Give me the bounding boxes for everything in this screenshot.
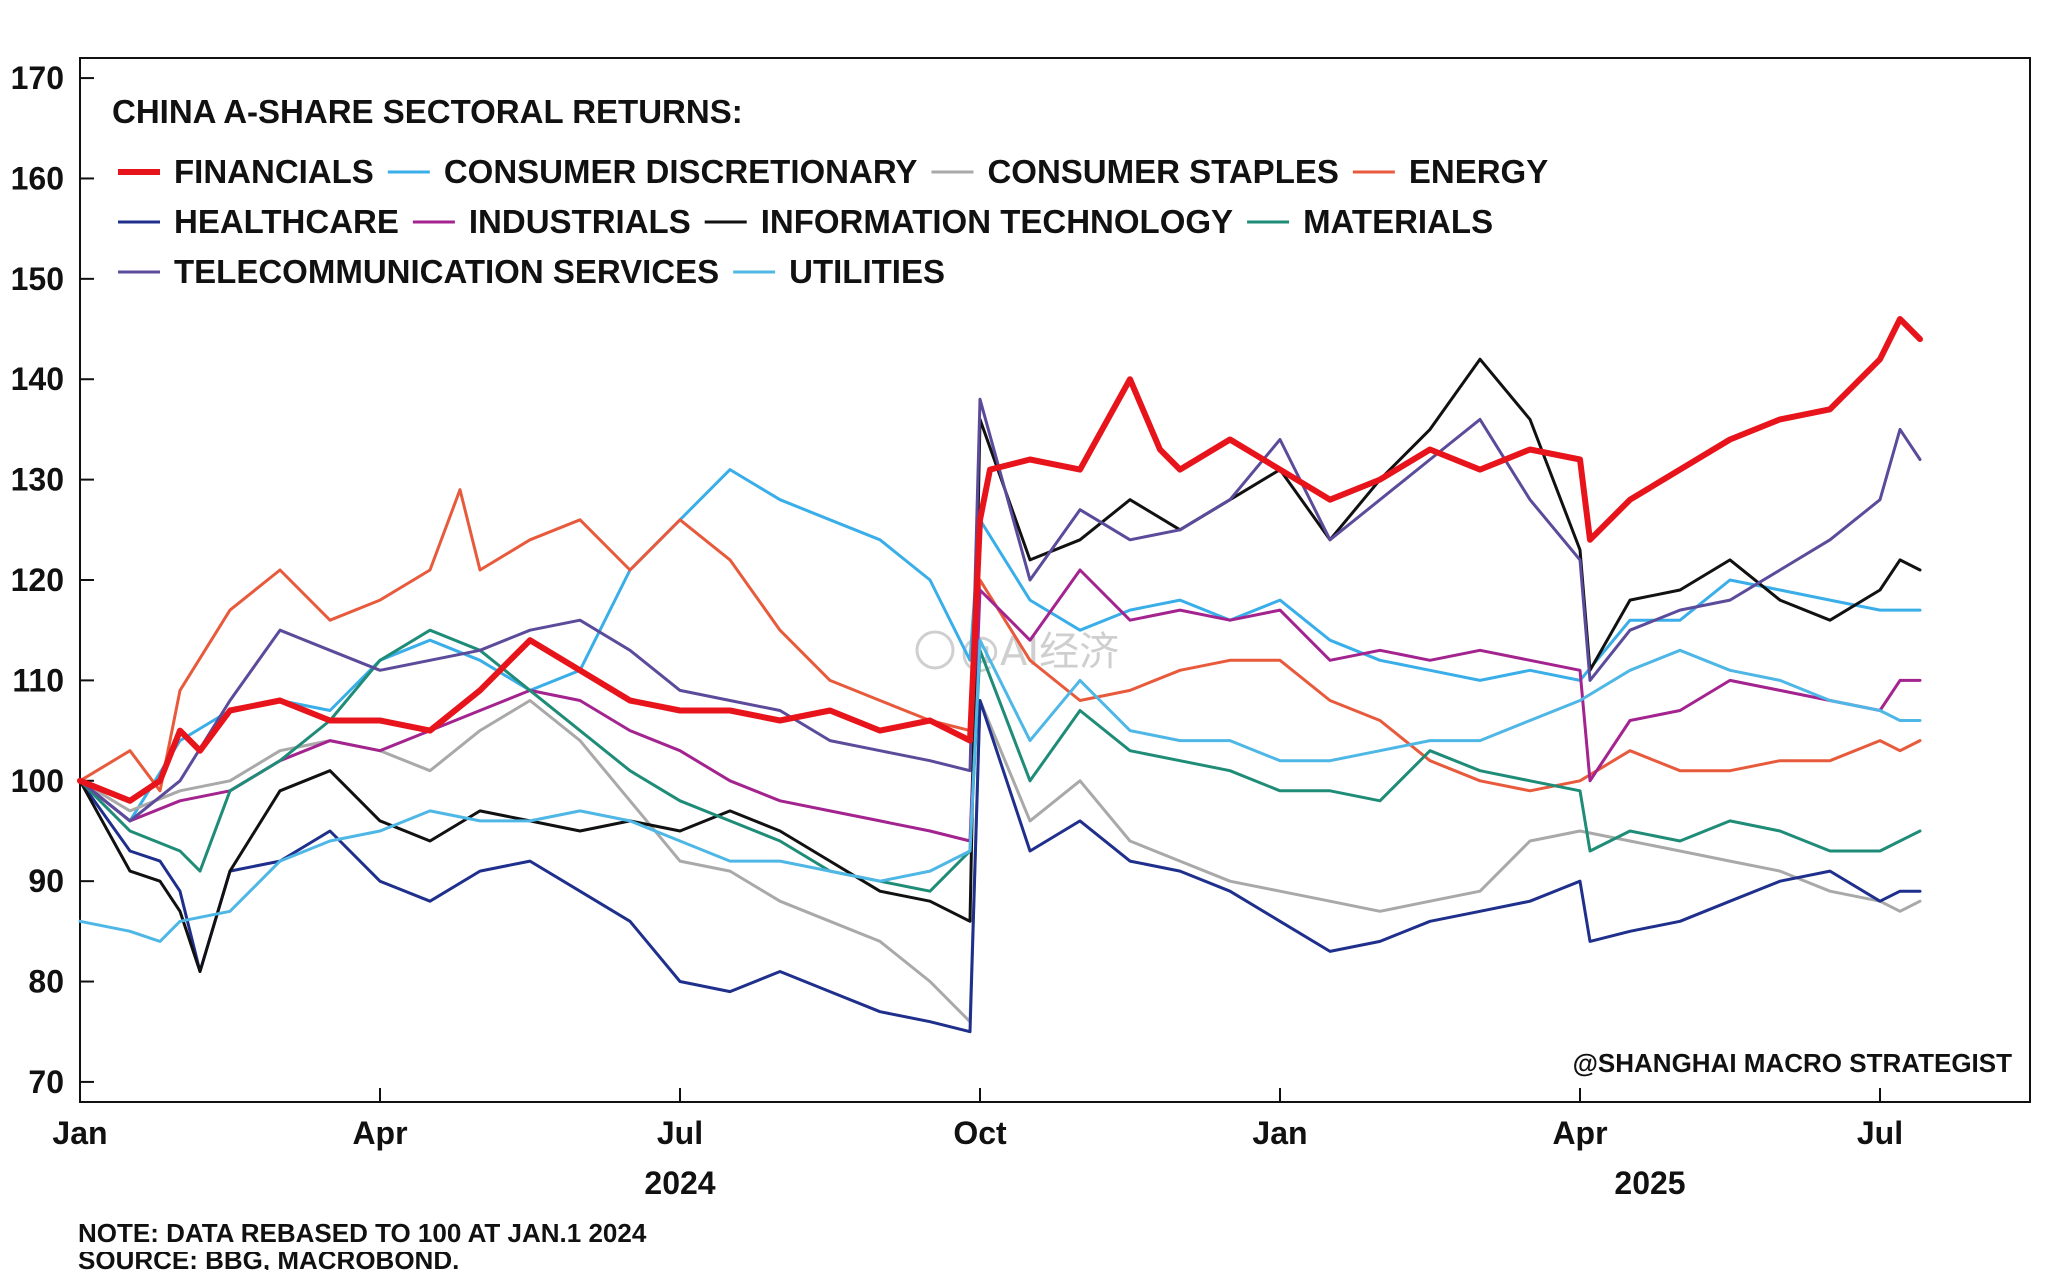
y-tick-label: 170 (11, 60, 64, 96)
note-text: NOTE: DATA REBASED TO 100 AT JAN.1 2024 (78, 1218, 647, 1248)
x-tick-label: Jan (1252, 1115, 1307, 1151)
x-tick-label: Jul (1857, 1115, 1903, 1151)
legend-label: INFORMATION TECHNOLOGY (761, 203, 1233, 240)
y-tick-label: 120 (11, 562, 64, 598)
x-axis: Jan Apr Jul Oct Jan Apr Jul 2024 2025 (52, 1088, 1903, 1201)
legend-label: UTILITIES (789, 253, 945, 290)
y-tick-label: 100 (11, 763, 64, 799)
credit-label: @SHANGHAI MACRO STRATEGIST (1573, 1048, 2013, 1078)
legend-label: INDUSTRIALS (469, 203, 691, 240)
legend-label: CONSUMER STAPLES (987, 153, 1338, 190)
x-tick-label: Oct (953, 1115, 1007, 1151)
series-line-materials (78, 628, 1922, 893)
legend-label: HEALTHCARE (174, 203, 399, 240)
series-line-consumer-staples (78, 699, 1922, 1024)
watermark: @AI经济 (915, 629, 1119, 675)
series-line-industrials (78, 568, 1922, 843)
y-axis: 70 80 90 100 110 120 130 140 150 160 170 (11, 60, 94, 1100)
year-label: 2025 (1614, 1165, 1685, 1201)
series-line-financials (77, 316, 1923, 804)
legend-label: CONSUMER DISCRETIONARY (444, 153, 918, 190)
y-tick-label: 160 (11, 160, 64, 196)
chart-title: CHINA A-SHARE SECTORAL RETURNS: (112, 93, 743, 130)
legend-label: ENERGY (1409, 153, 1548, 190)
y-tick-label: 130 (11, 462, 64, 498)
year-label: 2024 (644, 1165, 715, 1201)
x-tick-label: Apr (1552, 1115, 1607, 1151)
x-tick-label: Jul (657, 1115, 703, 1151)
legend: FINANCIALS CONSUMER DISCRETIONARY CONSUMER… (118, 153, 1548, 290)
x-tick-label: Jan (52, 1115, 107, 1151)
source-text: SOURCE: BBG, MACROBOND. (78, 1252, 460, 1270)
y-tick-label: 150 (11, 261, 64, 297)
y-tick-label: 70 (28, 1064, 64, 1100)
series-lines (77, 316, 1923, 1034)
y-tick-label: 140 (11, 361, 64, 397)
legend-label: FINANCIALS (174, 153, 374, 190)
y-tick-label: 110 (12, 662, 64, 698)
x-tick-label: Apr (352, 1115, 407, 1151)
series-line-telecommunication-services (78, 397, 1922, 823)
legend-label: TELECOMMUNICATION SERVICES (174, 253, 719, 290)
y-tick-label: 90 (28, 863, 64, 899)
series-line-healthcare (78, 699, 1922, 1034)
y-tick-label: 80 (28, 964, 64, 1000)
legend-label: MATERIALS (1303, 203, 1493, 240)
series-line-utilities (78, 638, 1922, 943)
